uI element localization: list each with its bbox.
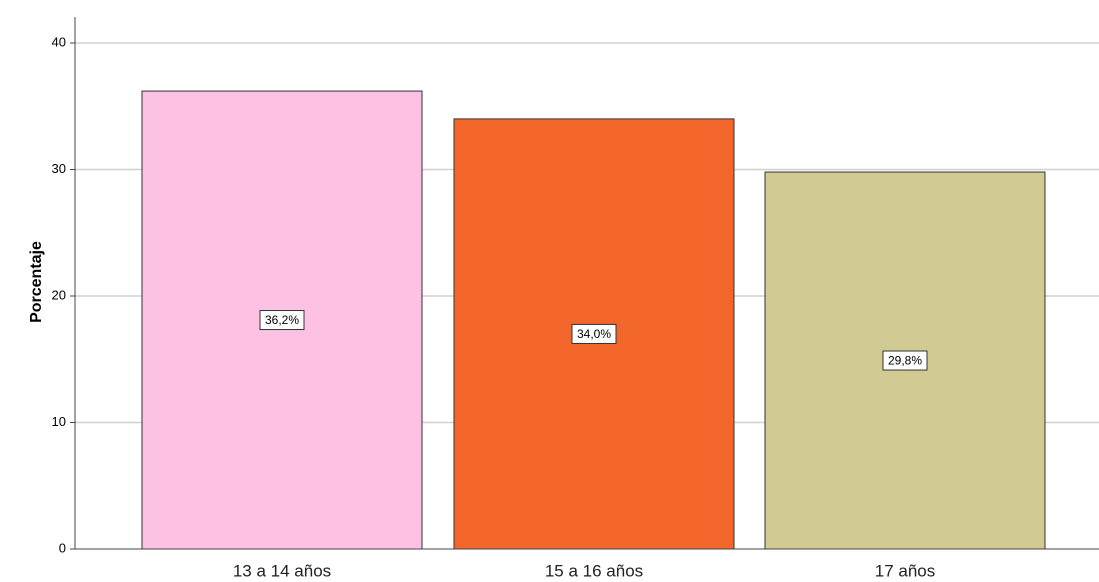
y-tick-label: 10: [52, 414, 66, 429]
data-label-box: [259, 310, 305, 331]
x-category-labels: 13 a 14 años 15 a 16 años 17 años: [233, 561, 935, 580]
data-labels: 36,2% 34,0% 29,8%: [259, 310, 928, 371]
y-tick-label: 0: [59, 540, 66, 555]
y-axis-label: Porcentaje: [28, 241, 45, 323]
y-tick-label: 40: [52, 34, 66, 49]
y-tick-label: 20: [52, 287, 66, 302]
y-tick-label: 30: [52, 161, 66, 176]
data-label: 36,2%: [265, 313, 299, 327]
data-label: 29,8%: [888, 354, 922, 368]
y-tick-labels: 0 10 20 30 40: [52, 34, 66, 555]
data-label-box: [882, 350, 928, 371]
data-label: 34,0%: [577, 327, 611, 341]
x-category-label: 13 a 14 años: [233, 561, 331, 580]
x-category-label: 15 a 16 años: [545, 561, 643, 580]
data-label-box: [571, 323, 617, 344]
x-category-label: 17 años: [875, 561, 936, 580]
axes: [70, 17, 1099, 550]
